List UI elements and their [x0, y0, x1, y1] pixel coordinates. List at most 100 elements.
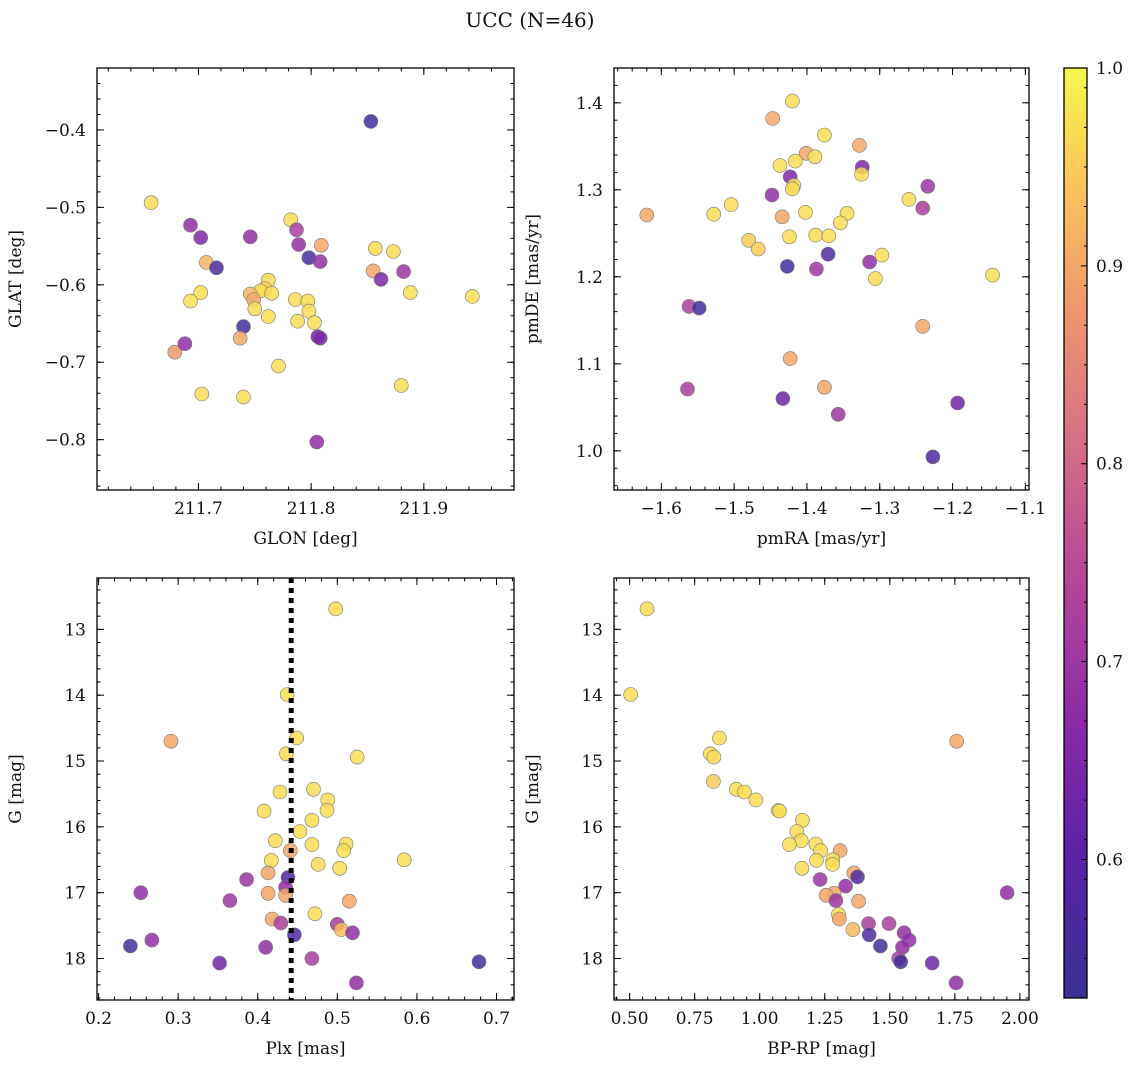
- scatter-point: [821, 228, 837, 244]
- scatter-point: [949, 733, 965, 749]
- scatter-point: [828, 893, 844, 908]
- colorbar-tick-label: 1.0: [1096, 59, 1123, 79]
- scatter-point: [750, 241, 766, 257]
- y-tick-label: −0.7: [45, 353, 86, 373]
- scatter-point: [291, 237, 307, 252]
- scatter-point: [232, 330, 248, 346]
- x-tick-label: 2.00: [1001, 1009, 1039, 1029]
- y-tick-label: 13: [64, 620, 86, 640]
- scatter-point: [920, 179, 936, 194]
- scatter-point: [396, 852, 412, 868]
- x-axis-label: GLON [deg]: [253, 529, 357, 549]
- x-axis-label: Plx [mas]: [265, 1039, 345, 1059]
- scatter-point: [163, 733, 179, 749]
- y-axis-label: pmDE [mas/yr]: [523, 214, 543, 344]
- scatter-point: [332, 860, 348, 876]
- scatter-point: [243, 229, 258, 245]
- scatter-point: [812, 872, 828, 887]
- scatter-point: [787, 153, 803, 169]
- scatter-point: [741, 233, 757, 248]
- scatter-point: [272, 784, 288, 800]
- scatter-point: [950, 395, 965, 411]
- y-tick-label: −0.4: [45, 121, 86, 141]
- scatter-point: [271, 358, 286, 374]
- scatter-point: [123, 938, 138, 954]
- scatter-point: [825, 857, 840, 872]
- x-tick-label: 1.00: [741, 1009, 779, 1029]
- y-tick-label: 14: [64, 686, 86, 706]
- scatter-point: [830, 406, 846, 422]
- y-tick-label: 16: [581, 818, 603, 838]
- scatter-point: [893, 954, 909, 970]
- x-axis-label: pmRA [mas/yr]: [757, 529, 886, 549]
- colorbar-tick-label: 0.6: [1096, 850, 1123, 870]
- scatter-point: [194, 386, 210, 402]
- scatter-point: [288, 292, 303, 307]
- scatter-point: [873, 938, 888, 954]
- scatter-point: [289, 222, 304, 238]
- scatter-point: [850, 869, 865, 885]
- y-tick-label: 1.1: [576, 355, 603, 375]
- scatter-point: [915, 319, 931, 334]
- y-axis-label: GLAT [deg]: [6, 230, 26, 328]
- y-tick-label: 1.2: [576, 268, 603, 288]
- colorbar-tick-label: 0.9: [1096, 257, 1123, 277]
- y-axis-label: G [mag]: [523, 754, 543, 823]
- scatter-point: [774, 209, 790, 225]
- scatter-point: [706, 749, 722, 765]
- scatter-point: [402, 285, 418, 300]
- scatter-point: [386, 244, 401, 259]
- scatter-point: [222, 893, 238, 908]
- scatter-point: [212, 955, 227, 971]
- scatter-point: [304, 837, 320, 852]
- scatter-point: [336, 843, 352, 858]
- scatter-point: [319, 803, 335, 818]
- x-tick-label: −1.6: [641, 499, 682, 519]
- scatter-point: [349, 975, 364, 991]
- scatter-point: [901, 192, 917, 207]
- scatter-point: [368, 241, 383, 256]
- scatter-point: [868, 271, 883, 286]
- colorbar-gradient: [1063, 67, 1088, 999]
- y-tick-label: 16: [64, 818, 86, 838]
- scatter-point: [772, 803, 787, 819]
- scatter-point: [861, 927, 877, 943]
- scatter-point: [712, 730, 727, 746]
- y-axis-label: G [mag]: [6, 754, 26, 823]
- scatter-point: [639, 207, 655, 223]
- scatter-point: [925, 449, 941, 465]
- colorbar: 0.6 0.7 0.8 0.9 1.0: [1063, 59, 1123, 999]
- scatter-point: [263, 853, 279, 868]
- scatter-point: [256, 803, 272, 819]
- x-tick-label: 1.25: [806, 1009, 844, 1029]
- scatter-point: [239, 872, 254, 887]
- scatter-point: [193, 285, 208, 300]
- scatter-point: [133, 885, 149, 901]
- scatter-point: [798, 205, 813, 220]
- scatter-point: [309, 434, 325, 450]
- scatter-point: [328, 601, 344, 617]
- scatter-point: [874, 247, 890, 263]
- x-tick-label: 211.8: [287, 499, 336, 519]
- scatter-point: [396, 264, 411, 279]
- scatter-points: [123, 601, 487, 991]
- scatter-point: [948, 975, 964, 991]
- x-tick-label: 1.50: [871, 1009, 909, 1029]
- scatter-point: [985, 267, 1000, 283]
- scatter-point: [854, 166, 869, 182]
- scatter-point: [260, 865, 276, 881]
- scatter-point: [723, 197, 739, 212]
- scatter-point: [313, 238, 329, 253]
- x-tick-label: −1.5: [713, 499, 754, 519]
- scatter-point: [393, 378, 409, 393]
- scatter-points: [639, 93, 1000, 465]
- scatter-point: [307, 315, 322, 331]
- scatter-point: [236, 389, 251, 405]
- colorbar-tick-label: 0.7: [1096, 653, 1123, 673]
- scatter-point: [691, 300, 707, 316]
- axes-frame: [96, 577, 515, 1001]
- scatter-point: [772, 158, 788, 173]
- scatter-point: [782, 837, 797, 852]
- y-tick-label: 1.4: [576, 94, 603, 114]
